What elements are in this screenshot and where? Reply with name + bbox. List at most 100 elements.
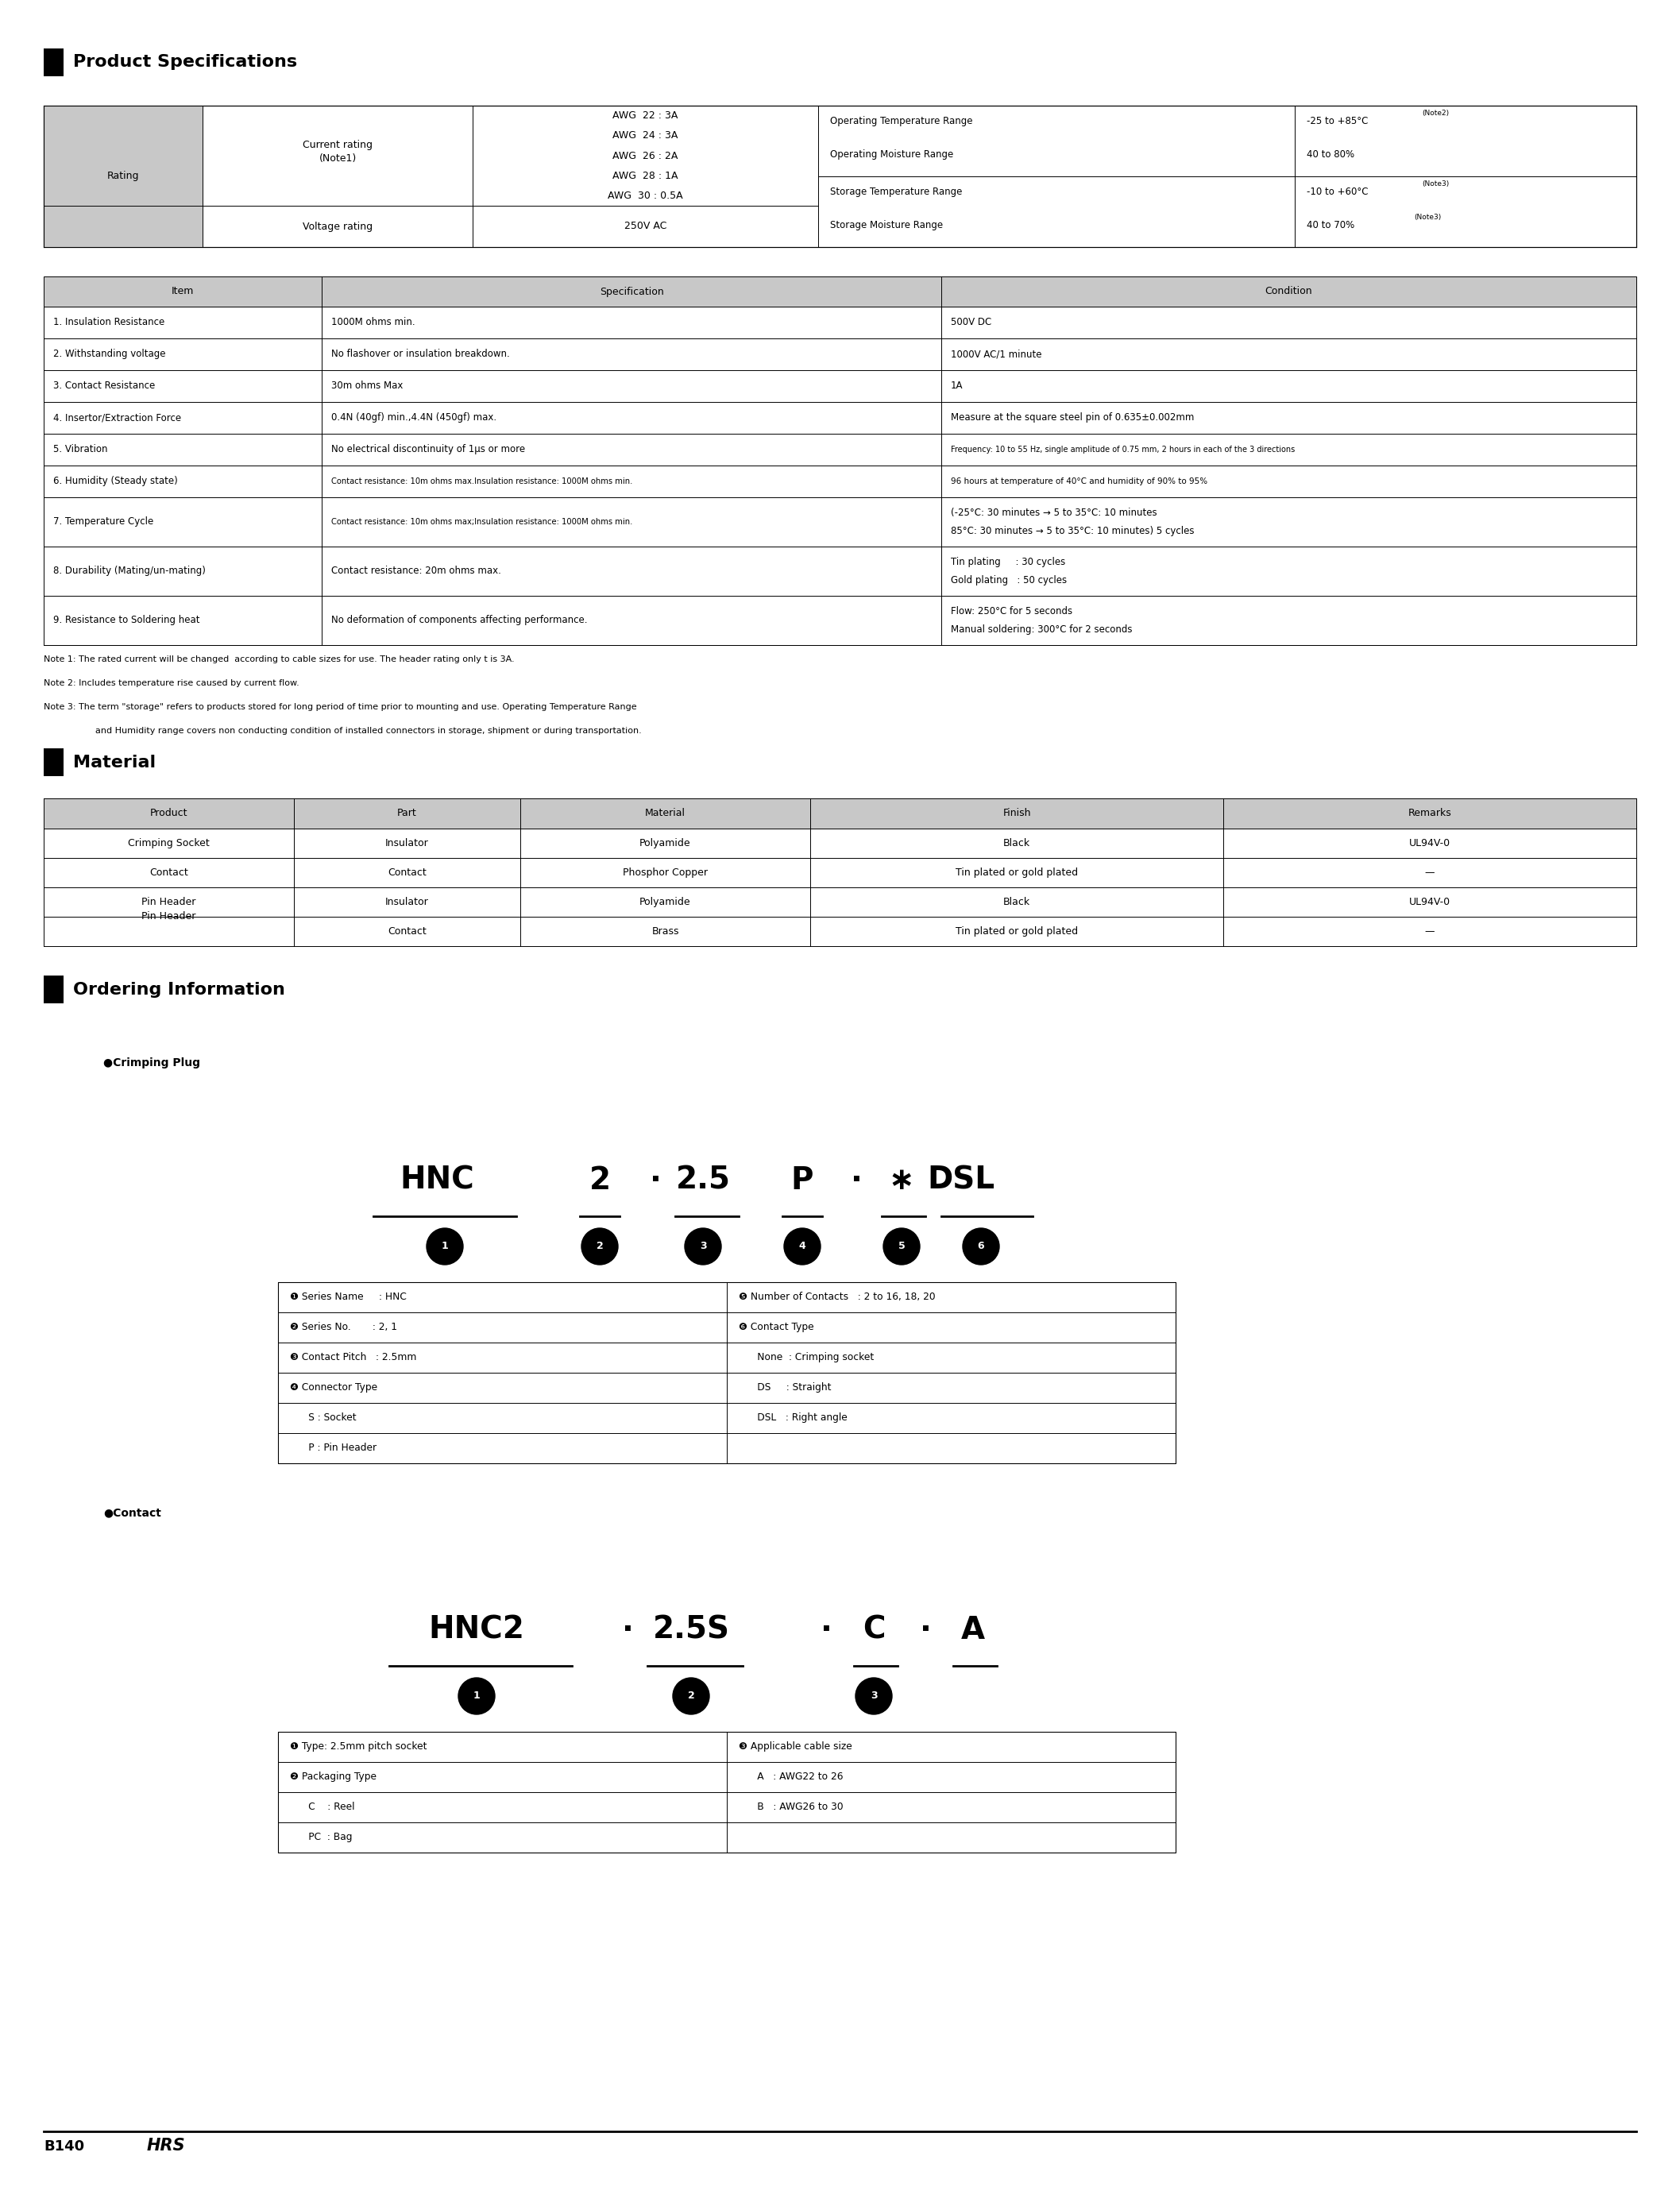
Text: 1A: 1A xyxy=(951,381,963,391)
Text: 2.5S: 2.5S xyxy=(652,1614,729,1645)
Circle shape xyxy=(672,1677,709,1715)
Text: 1000V AC/1 minute: 1000V AC/1 minute xyxy=(951,350,1042,359)
Text: Remarks: Remarks xyxy=(1408,809,1452,818)
Circle shape xyxy=(685,1229,721,1264)
Text: ●Contact: ●Contact xyxy=(102,1507,161,1518)
Text: 40 to 80%: 40 to 80% xyxy=(1307,149,1354,160)
Text: S : Socket: S : Socket xyxy=(291,1413,356,1424)
Text: A: A xyxy=(961,1614,984,1645)
Text: ❸ Applicable cable size: ❸ Applicable cable size xyxy=(739,1741,852,1752)
Text: ❸ Contact Pitch   : 2.5mm: ❸ Contact Pitch : 2.5mm xyxy=(291,1352,417,1363)
Polygon shape xyxy=(44,105,1636,247)
Text: ·: · xyxy=(650,1166,662,1196)
Text: Flow: 250°C for 5 seconds: Flow: 250°C for 5 seconds xyxy=(951,606,1072,617)
Text: 4: 4 xyxy=(798,1242,806,1251)
Text: 1. Insulation Resistance: 1. Insulation Resistance xyxy=(54,317,165,328)
Text: Contact resistance: 20m ohms max.: Contact resistance: 20m ohms max. xyxy=(331,566,501,577)
Polygon shape xyxy=(44,48,64,77)
Text: Pin Header: Pin Header xyxy=(141,912,197,923)
Text: Note 3: The term "storage" refers to products stored for long period of time pri: Note 3: The term "storage" refers to pro… xyxy=(44,702,637,711)
Text: 9. Resistance to Soldering heat: 9. Resistance to Soldering heat xyxy=(54,615,200,625)
Text: AWG  26 : 2A: AWG 26 : 2A xyxy=(613,151,679,162)
Text: 5: 5 xyxy=(899,1242,906,1251)
Text: and Humidity range covers non conducting condition of installed connectors in st: and Humidity range covers non conducting… xyxy=(96,726,642,735)
Circle shape xyxy=(459,1677,496,1715)
Text: DSL   : Right angle: DSL : Right angle xyxy=(739,1413,847,1424)
Text: Contact: Contact xyxy=(388,927,427,936)
Text: 1000M ohms min.: 1000M ohms min. xyxy=(331,317,415,328)
Text: 2: 2 xyxy=(590,1166,610,1196)
Text: —: — xyxy=(1425,927,1435,936)
Text: Product Specifications: Product Specifications xyxy=(72,55,297,70)
Text: Tin plated or gold plated: Tin plated or gold plated xyxy=(956,927,1079,936)
Text: HNC: HNC xyxy=(400,1166,474,1196)
Text: Measure at the square steel pin of 0.635±0.002mm: Measure at the square steel pin of 0.635… xyxy=(951,413,1194,422)
Text: ●Crimping Plug: ●Crimping Plug xyxy=(102,1056,200,1069)
Text: ❻ Contact Type: ❻ Contact Type xyxy=(739,1323,813,1332)
Text: DSL: DSL xyxy=(927,1166,995,1196)
Text: ·: · xyxy=(850,1166,862,1196)
Text: 85°C: 30 minutes → 5 to 35°C: 10 minutes) 5 cycles: 85°C: 30 minutes → 5 to 35°C: 10 minutes… xyxy=(951,527,1194,536)
Text: HRS: HRS xyxy=(146,2137,185,2154)
Text: (Note2): (Note2) xyxy=(1421,109,1448,116)
Text: Tin plating     : 30 cycles: Tin plating : 30 cycles xyxy=(951,558,1065,566)
Text: AWG  30 : 0.5A: AWG 30 : 0.5A xyxy=(608,190,684,201)
Text: Phosphor Copper: Phosphor Copper xyxy=(623,868,707,877)
Text: Insulator: Insulator xyxy=(385,897,428,908)
Text: Note 1: The rated current will be changed  according to cable sizes for use. The: Note 1: The rated current will be change… xyxy=(44,656,514,663)
Text: AWG  24 : 3A: AWG 24 : 3A xyxy=(613,131,679,140)
Text: 30m ohms Max: 30m ohms Max xyxy=(331,381,403,391)
Text: 6. Humidity (Steady state): 6. Humidity (Steady state) xyxy=(54,477,178,486)
Text: 4. Insertor/Extraction Force: 4. Insertor/Extraction Force xyxy=(54,413,181,422)
Circle shape xyxy=(581,1229,618,1264)
Polygon shape xyxy=(44,798,1636,829)
Text: 0.4N (40gf) min.,4.4N (450gf) max.: 0.4N (40gf) min.,4.4N (450gf) max. xyxy=(331,413,497,422)
Text: Frequency: 10 to 55 Hz, single amplitude of 0.75 mm, 2 hours in each of the 3 di: Frequency: 10 to 55 Hz, single amplitude… xyxy=(951,446,1295,453)
Text: Ordering Information: Ordering Information xyxy=(72,982,286,997)
Text: ❷ Series No.       : 2, 1: ❷ Series No. : 2, 1 xyxy=(291,1323,396,1332)
Text: 250V AC: 250V AC xyxy=(625,221,667,232)
Text: 96 hours at temperature of 40°C and humidity of 90% to 95%: 96 hours at temperature of 40°C and humi… xyxy=(951,477,1208,486)
Text: 2: 2 xyxy=(596,1242,603,1251)
Circle shape xyxy=(963,1229,1000,1264)
Text: Operating Moisture Range: Operating Moisture Range xyxy=(830,149,953,160)
Text: Tin plated or gold plated: Tin plated or gold plated xyxy=(956,868,1079,877)
Text: 3. Contact Resistance: 3. Contact Resistance xyxy=(54,381,155,391)
Text: Contact resistance: 10m ohms max.Insulation resistance: 1000M ohms min.: Contact resistance: 10m ohms max.Insulat… xyxy=(331,477,633,486)
Text: C    : Reel: C : Reel xyxy=(291,1802,354,1813)
Text: Current rating
(Note1): Current rating (Note1) xyxy=(302,140,373,164)
Text: ❺ Number of Contacts   : 2 to 16, 18, 20: ❺ Number of Contacts : 2 to 16, 18, 20 xyxy=(739,1293,936,1303)
Text: Specification: Specification xyxy=(600,286,664,297)
Text: No electrical discontinuity of 1μs or more: No electrical discontinuity of 1μs or mo… xyxy=(331,444,526,455)
Text: Note 2: Includes temperature rise caused by current flow.: Note 2: Includes temperature rise caused… xyxy=(44,680,299,687)
Text: Material: Material xyxy=(645,809,685,818)
Text: Manual soldering: 300°C for 2 seconds: Manual soldering: 300°C for 2 seconds xyxy=(951,625,1132,634)
Text: Contact: Contact xyxy=(150,868,188,877)
Text: Polyamide: Polyamide xyxy=(640,897,690,908)
Text: Contact resistance: 10m ohms max;Insulation resistance: 1000M ohms min.: Contact resistance: 10m ohms max;Insulat… xyxy=(331,518,633,525)
Text: P : Pin Header: P : Pin Header xyxy=(291,1443,376,1454)
Text: ·: · xyxy=(820,1614,832,1645)
Text: AWG  22 : 3A: AWG 22 : 3A xyxy=(613,112,679,120)
Text: ·: · xyxy=(622,1614,633,1645)
Text: Black: Black xyxy=(1003,897,1030,908)
Polygon shape xyxy=(277,1282,1176,1463)
Text: HNC2: HNC2 xyxy=(428,1614,524,1645)
Text: —: — xyxy=(1425,868,1435,877)
Text: 6: 6 xyxy=(978,1242,984,1251)
Text: No deformation of components affecting performance.: No deformation of components affecting p… xyxy=(331,615,588,625)
Text: 1: 1 xyxy=(474,1691,480,1701)
Circle shape xyxy=(785,1229,820,1264)
Text: Product: Product xyxy=(150,809,188,818)
Text: ∗: ∗ xyxy=(889,1166,914,1196)
Text: 40 to 70%: 40 to 70% xyxy=(1307,221,1354,230)
Text: B140: B140 xyxy=(44,2139,84,2154)
Text: AWG  28 : 1A: AWG 28 : 1A xyxy=(613,171,679,182)
Text: 500V DC: 500V DC xyxy=(951,317,991,328)
Polygon shape xyxy=(44,748,64,776)
Text: -10 to +60°C: -10 to +60°C xyxy=(1307,186,1368,197)
Text: 2.5: 2.5 xyxy=(675,1166,731,1196)
Text: 3: 3 xyxy=(699,1242,706,1251)
Text: Polyamide: Polyamide xyxy=(640,838,690,849)
Text: 2: 2 xyxy=(687,1691,694,1701)
